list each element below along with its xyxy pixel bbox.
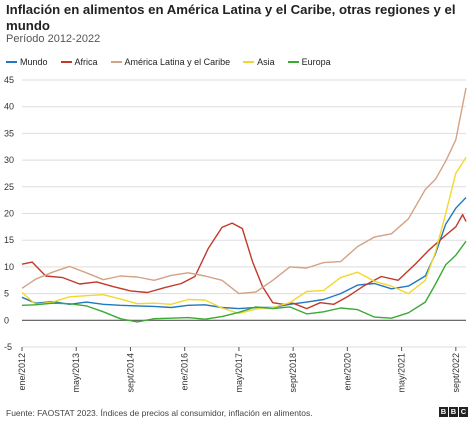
x-tick-label: ene/2020 — [342, 353, 352, 391]
series-line-5 — [21, 240, 467, 323]
line-chart: -5 0 5 10 15 20 25 30 35 40 45 ene/2012 may/2013 sept… — [4, 75, 467, 393]
legend-swatch — [60, 61, 72, 63]
legend-label: Asia — [257, 57, 275, 67]
x-tick-label: sept/2014 — [125, 353, 135, 393]
legend-item-5: Europa — [287, 57, 331, 67]
legend-item-2: Africa — [60, 57, 98, 67]
legend-swatch — [287, 61, 299, 63]
x-tick-label: sept/2018 — [288, 353, 298, 393]
legend-label: Africa — [74, 57, 98, 67]
bbc-logo: B B C — [438, 407, 468, 417]
legend-label: Europa — [301, 57, 331, 67]
x-tick-label: may/2021 — [397, 353, 407, 393]
legend-label: América Latina y el Caribe — [124, 57, 231, 67]
y-tick-label: 35 — [4, 128, 14, 138]
bbc-logo-letter-b2: B — [449, 407, 458, 417]
y-tick-label: 30 — [4, 155, 14, 165]
x-tick-label: ene/2016 — [180, 353, 190, 391]
series-line-4 — [21, 157, 467, 315]
x-tick-label: may/2013 — [71, 353, 81, 393]
bbc-logo-letter-c: C — [459, 407, 468, 417]
legend-item-4: Asia — [243, 57, 275, 67]
legend-item-3: América Latina y el Caribe — [110, 57, 231, 67]
series-line-1 — [21, 197, 467, 310]
y-tick-label: 5 — [4, 289, 9, 299]
series-line-3 — [21, 87, 467, 295]
source-note: Fuente: FAOSTAT 2023. Índices de precios… — [6, 408, 313, 418]
legend-label: Mundo — [20, 57, 48, 67]
x-tick-label: may/2017 — [234, 353, 244, 393]
y-tick-label: 20 — [4, 209, 14, 219]
chart-title: Inflación en alimentos en América Latina… — [6, 2, 456, 33]
legend-item-1: Mundo — [6, 57, 48, 67]
y-tick-label: 0 — [4, 315, 9, 325]
x-tick-label: ene/2012 — [17, 353, 27, 391]
bbc-logo-letter-b1: B — [439, 407, 448, 417]
y-tick-label: 40 — [4, 102, 14, 112]
y-tick-label: -5 — [4, 342, 12, 352]
legend-swatch — [243, 61, 255, 63]
x-tick-label: sept/2022 — [451, 353, 461, 393]
y-tick-label: 25 — [4, 182, 14, 192]
legend-swatch — [6, 61, 17, 63]
chart-subtitle: Período 2012-2022 — [6, 33, 101, 45]
y-tick-label: 15 — [4, 235, 14, 245]
series-line-2 — [21, 213, 467, 310]
chart-legend: Mundo Africa América Latina y el Caribe Asi… — [6, 56, 344, 68]
legend-swatch — [110, 61, 122, 63]
y-tick-label: 10 — [4, 262, 14, 272]
y-tick-label: 45 — [4, 75, 14, 85]
